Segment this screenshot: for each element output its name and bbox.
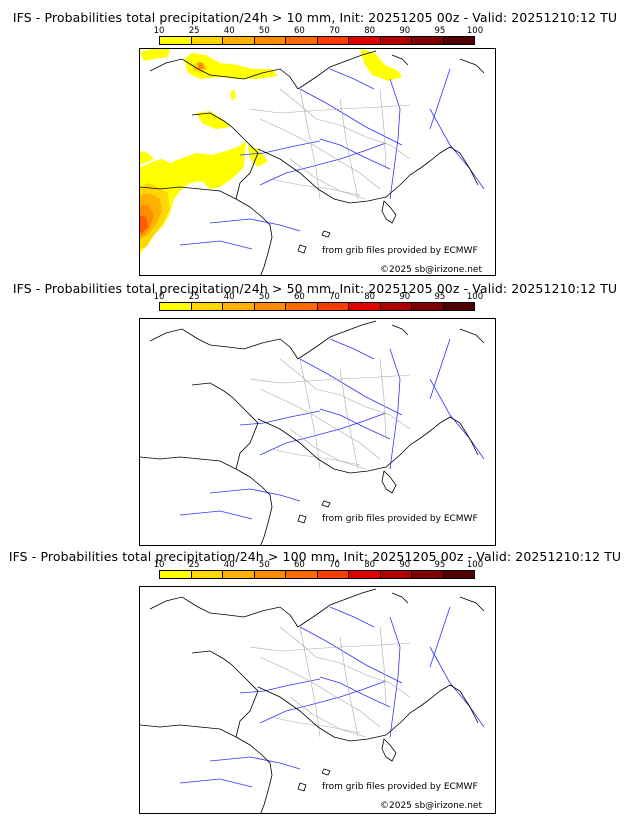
colorbar-tick-label: 60 [294, 292, 305, 302]
colorbar-swatch [191, 571, 223, 578]
colorbar-tick-label: 100 [466, 292, 484, 302]
panel-3-credit-copyright: ©2025 sb@irizone.net [380, 801, 482, 811]
colorbar-tick-label: 70 [329, 560, 340, 570]
borders [249, 88, 411, 200]
panel-1-credit-copyright: ©2025 sb@irizone.net [380, 265, 482, 275]
colorbar-swatch [443, 303, 474, 310]
colorbar-tick-label: 40 [223, 560, 235, 570]
colorbar-tick-label: 40 [223, 26, 235, 36]
colorbar-swatch [191, 303, 223, 310]
colorbar-tick-label: 90 [399, 26, 411, 36]
precip-orange-areas [140, 61, 208, 249]
colorbar-swatch [160, 571, 192, 578]
colorbar-tick-label: 25 [188, 560, 200, 570]
precip-yellow-areas [140, 49, 402, 253]
rivers [179, 338, 485, 520]
colorbar-tick-label: 100 [466, 560, 484, 570]
panel-3-map [139, 586, 496, 814]
borders [249, 358, 411, 470]
colorbar-tick-label: 10 [153, 26, 165, 36]
colorbar-tick-label: 60 [294, 560, 305, 570]
colorbar-swatch [349, 303, 381, 310]
colorbar-tick-label: 25 [188, 26, 200, 36]
rivers [179, 68, 485, 250]
panel-3-colorbar: 10 25 40 50 60 70 80 90 95 100 [153, 560, 484, 579]
panel-1-title: IFS - Probabilities total precipitation/… [12, 10, 618, 25]
colorbar-tick-label: 95 [434, 26, 446, 36]
coastline [140, 588, 485, 813]
panel-2-credit-source: from grib files provided by ECMWF [322, 514, 478, 524]
colorbar-swatch [412, 37, 444, 44]
colorbar-swatch [412, 303, 444, 310]
colorbar-tick-label: 90 [399, 560, 411, 570]
colorbar-swatches [159, 36, 475, 45]
colorbar-swatch [223, 571, 255, 578]
colorbar-tick-label: 50 [258, 26, 270, 36]
panel-3-title: IFS - Probabilities total precipitation/… [8, 549, 622, 564]
colorbar-swatch [317, 37, 349, 44]
panel-1-colorbar: 10 25 40 50 60 70 80 90 95 100 [153, 26, 484, 45]
panel-3-credit-source: from grib files provided by ECMWF [322, 782, 478, 792]
rivers [179, 606, 485, 788]
colorbar-swatch [380, 571, 412, 578]
colorbar-swatch [223, 37, 255, 44]
colorbar-labels: 10 25 40 50 60 70 80 90 95 100 [153, 560, 484, 570]
colorbar-swatch [317, 303, 349, 310]
colorbar-swatch [349, 571, 381, 578]
coastline [140, 320, 485, 545]
colorbar-tick-label: 100 [466, 26, 484, 36]
colorbar-swatch [254, 571, 286, 578]
colorbar-tick-label: 70 [329, 26, 340, 36]
borders [249, 626, 411, 738]
colorbar-swatch [286, 303, 318, 310]
colorbar-swatch [191, 37, 223, 44]
colorbar-tick-label: 80 [364, 26, 376, 36]
colorbar-tick-label: 95 [434, 292, 446, 302]
colorbar-swatch [443, 37, 474, 44]
colorbar-swatch [286, 571, 318, 578]
colorbar-tick-label: 80 [364, 292, 376, 302]
colorbar-swatch [160, 37, 192, 44]
colorbar-swatch [317, 571, 349, 578]
colorbar-swatch [380, 303, 412, 310]
colorbar-swatch [160, 303, 192, 310]
colorbar-swatch [412, 571, 444, 578]
colorbar-tick-label: 25 [188, 292, 200, 302]
colorbar-swatch [380, 37, 412, 44]
colorbar-tick-label: 40 [223, 292, 235, 302]
panel-2-title: IFS - Probabilities total precipitation/… [12, 281, 618, 296]
colorbar-tick-label: 80 [364, 560, 376, 570]
panel-2-map [139, 318, 496, 546]
panel-1-credit-source: from grib files provided by ECMWF [322, 246, 478, 256]
coastline [140, 50, 485, 275]
colorbar-swatch [254, 37, 286, 44]
colorbar-tick-label: 70 [329, 292, 340, 302]
colorbar-tick-label: 50 [258, 292, 270, 302]
colorbar-labels: 10 25 40 50 60 70 80 90 95 100 [153, 26, 484, 36]
colorbar-swatch [443, 571, 474, 578]
colorbar-tick-label: 10 [153, 560, 165, 570]
panel-1-map [139, 48, 496, 276]
colorbar-tick-label: 50 [258, 560, 270, 570]
colorbar-labels: 10 25 40 50 60 70 80 90 95 100 [153, 292, 484, 302]
colorbar-swatches [159, 302, 475, 311]
colorbar-tick-label: 95 [434, 560, 446, 570]
colorbar-swatch [349, 37, 381, 44]
colorbar-swatch [223, 303, 255, 310]
colorbar-tick-label: 90 [399, 292, 411, 302]
colorbar-swatch [286, 37, 318, 44]
colorbar-tick-label: 10 [153, 292, 165, 302]
colorbar-swatch [254, 303, 286, 310]
colorbar-swatches [159, 570, 475, 579]
panel-2-colorbar: 10 25 40 50 60 70 80 90 95 100 [153, 292, 484, 311]
colorbar-tick-label: 60 [294, 26, 305, 36]
